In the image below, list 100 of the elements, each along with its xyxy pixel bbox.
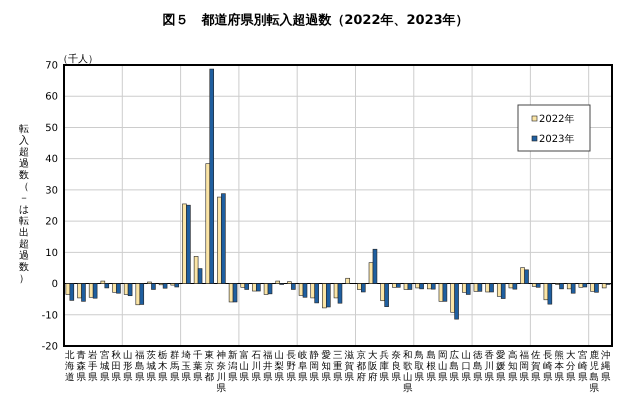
x-tick-label: 鹿児島県 (590, 349, 600, 394)
bar (430, 283, 436, 290)
bar (384, 283, 389, 307)
bar (582, 283, 588, 288)
annotation: （千人） (58, 53, 98, 65)
x-tick-label: 福島県 (134, 349, 145, 383)
y-tick-label: 50 (45, 122, 58, 134)
y-tick-label: 10 (45, 248, 58, 259)
bar (372, 248, 378, 284)
bar (536, 283, 540, 288)
bar (116, 283, 121, 294)
bar (162, 283, 168, 289)
x-tick-label: 宮城県 (98, 349, 110, 383)
x-tick-label: 京都府 (356, 349, 366, 383)
bar (194, 256, 198, 284)
bar (478, 283, 482, 292)
x-tick-label: 福井県 (263, 349, 274, 383)
bar (151, 283, 156, 290)
bar (566, 283, 572, 290)
bar (602, 283, 606, 288)
bar (392, 283, 397, 288)
x-tick-label: 鳥取県 (414, 349, 425, 383)
bar (462, 283, 467, 293)
x-tick-label: 長崎県 (542, 350, 553, 383)
x-tick-label: 宮崎県 (578, 349, 588, 383)
bar (570, 283, 576, 294)
bar (559, 283, 564, 290)
x-tick-label: 沖縄県 (600, 349, 612, 383)
bar (345, 278, 350, 284)
y-tick-label: 60 (45, 92, 58, 103)
x-tick-label: 静岡県 (310, 349, 320, 383)
bar (240, 283, 246, 288)
text: 転入超過数（－は転出超過数） (19, 124, 29, 284)
bar (256, 283, 261, 292)
bar (396, 283, 401, 288)
bar (594, 283, 599, 293)
x-tick-label: 埼玉県 (180, 349, 192, 383)
bar (291, 283, 296, 290)
x-tick-label: 滋賀県 (344, 349, 355, 383)
bar (314, 283, 319, 304)
chart-title: 図５ 都道府県別転入超過数（2022年、2023年） (162, 12, 469, 28)
bar (408, 283, 412, 290)
x-tick-label: 佐賀県 (531, 350, 542, 383)
bar (174, 283, 180, 288)
legend-label: 2022年 (539, 113, 574, 125)
bar (128, 283, 132, 296)
x-tick-label: 茨城県 (145, 349, 156, 383)
legend-label: 2023年 (539, 133, 574, 145)
y-tick-label: 70 (45, 60, 58, 72)
bar (361, 283, 366, 292)
bar (268, 283, 272, 294)
x-tick-label: 和歌山県 (402, 349, 413, 394)
bar (489, 283, 494, 292)
x-tick-label: 千葉県 (193, 349, 204, 383)
x-tick-label: 東京都 (204, 349, 215, 383)
bar (512, 283, 518, 290)
x-tick-label: 奈良県 (391, 350, 402, 383)
y-tick-label: -10 (42, 310, 58, 322)
bar (578, 283, 584, 288)
x-tick-label: 長野県 (286, 350, 296, 383)
x-tick-label: 富山県 (240, 349, 250, 383)
bar (427, 283, 432, 290)
bar (92, 283, 98, 299)
bar (252, 283, 257, 292)
bar (508, 283, 514, 288)
bar (442, 283, 448, 302)
y-tick-label: -20 (42, 342, 58, 352)
bar (209, 68, 214, 284)
bar (244, 283, 249, 290)
bar (338, 283, 342, 304)
bar (112, 283, 117, 293)
x-tick-label: 神奈川県 (216, 349, 226, 394)
x-tick-label: 大阪府 (368, 349, 378, 383)
bar (326, 283, 331, 308)
x-tick-label: 岩手県 (88, 349, 98, 383)
x-tick-label: 山口県 (461, 349, 472, 383)
x-tick-label: 徳島県 (472, 350, 483, 383)
bar (466, 283, 471, 295)
bar (70, 283, 74, 301)
x-tick-label: 熊本県 (554, 349, 565, 383)
x-tick-label: 秋田県 (111, 349, 122, 383)
x-tick-label: 石川県 (251, 350, 262, 383)
bar (532, 283, 537, 287)
x-tick-label: 山形県 (123, 349, 134, 383)
x-tick-label: 北海道 (64, 349, 75, 383)
y-tick-label: 30 (45, 185, 58, 196)
x-tick-label: 群馬県 (168, 349, 180, 383)
bar (419, 283, 424, 290)
x-tick-label: 山梨県 (274, 349, 285, 383)
y-tick-label: 0 (52, 279, 58, 290)
bar (104, 283, 110, 288)
bar (415, 283, 420, 288)
x-tick-label: 高知県 (508, 349, 518, 383)
bar (454, 283, 459, 320)
x-tick-label: 大分県 (566, 349, 576, 383)
x-tick-label: 愛媛県 (496, 349, 506, 383)
bar (302, 283, 308, 298)
bar (232, 283, 238, 302)
bar (221, 193, 226, 284)
bar (81, 283, 86, 302)
